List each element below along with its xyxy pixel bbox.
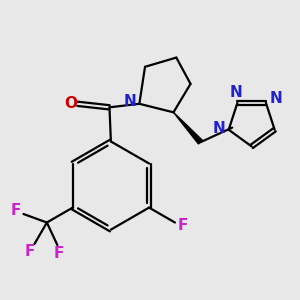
Text: F: F — [178, 218, 188, 233]
Text: F: F — [11, 203, 21, 218]
Text: N: N — [269, 91, 282, 106]
Polygon shape — [173, 112, 202, 144]
Text: F: F — [54, 246, 64, 261]
Text: F: F — [25, 244, 35, 259]
Text: N: N — [124, 94, 136, 109]
Text: N: N — [230, 85, 242, 100]
Text: O: O — [64, 96, 77, 111]
Text: N: N — [212, 121, 225, 136]
